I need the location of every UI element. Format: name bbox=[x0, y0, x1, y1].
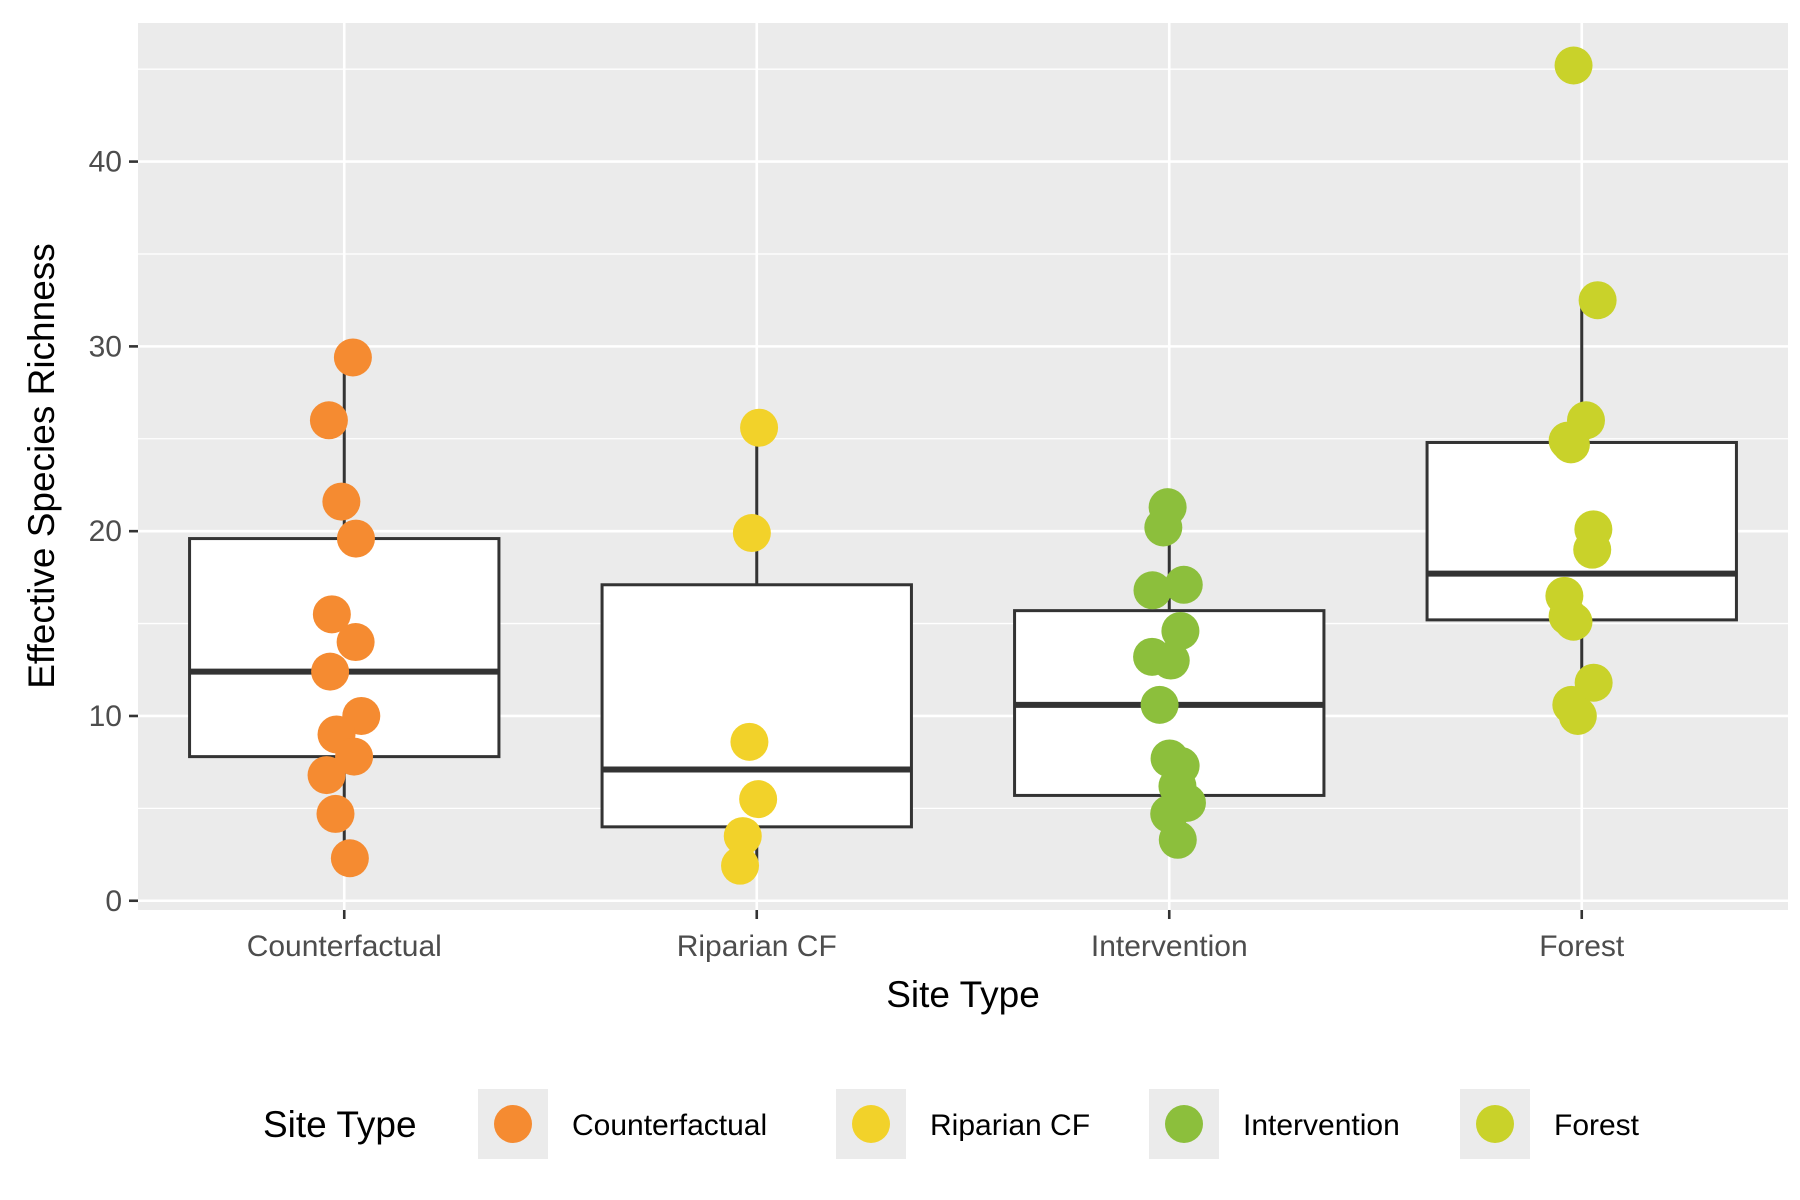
legend-item-counterfactual: Counterfactual bbox=[478, 1089, 767, 1159]
data-point-counterfactual bbox=[309, 401, 348, 440]
data-point-counterfactual bbox=[316, 794, 355, 833]
x-tick-label-intervention: Intervention bbox=[1091, 930, 1248, 963]
data-point-intervention bbox=[1158, 820, 1197, 859]
data-point-forest bbox=[1554, 602, 1593, 641]
y-tick-label: 30 bbox=[89, 330, 122, 363]
data-points bbox=[307, 46, 1617, 885]
legend-label: Intervention bbox=[1243, 1109, 1400, 1142]
y-tick-label: 10 bbox=[89, 700, 122, 733]
legend-key-marker bbox=[1165, 1105, 1203, 1143]
legend-key-marker bbox=[852, 1105, 890, 1143]
data-point-counterfactual bbox=[333, 338, 372, 377]
data-point-riparian-cf bbox=[732, 514, 771, 553]
data-point-riparian-cf bbox=[721, 846, 760, 885]
legend-title: Site Type bbox=[263, 1104, 417, 1145]
data-point-counterfactual bbox=[312, 595, 351, 634]
data-point-forest bbox=[1573, 530, 1612, 569]
data-point-counterfactual bbox=[330, 839, 369, 878]
y-tick-label: 40 bbox=[89, 146, 122, 179]
y-tick-label: 0 bbox=[105, 885, 122, 918]
data-point-counterfactual bbox=[322, 482, 361, 521]
data-point-riparian-cf bbox=[730, 722, 769, 761]
axes: 0 10 20 30 40 Counterfactual Riparian CF Interv… bbox=[89, 146, 1625, 963]
data-point-riparian-cf bbox=[739, 780, 778, 819]
legend-key-marker bbox=[494, 1105, 532, 1143]
legend-item-intervention: Intervention bbox=[1149, 1089, 1400, 1159]
data-point-intervention bbox=[1164, 565, 1203, 604]
x-tick-label-forest: Forest bbox=[1539, 930, 1625, 963]
data-point-intervention bbox=[1133, 571, 1172, 610]
data-point-counterfactual bbox=[336, 623, 375, 662]
data-point-forest bbox=[1558, 696, 1597, 735]
data-point-intervention bbox=[1140, 685, 1179, 724]
data-point-intervention bbox=[1161, 611, 1200, 650]
data-point-forest bbox=[1554, 46, 1593, 85]
data-point-riparian-cf bbox=[723, 817, 762, 856]
legend-label: Riparian CF bbox=[930, 1109, 1090, 1142]
data-point-counterfactual bbox=[336, 519, 375, 558]
data-point-riparian-cf bbox=[740, 408, 779, 447]
legend-key-marker bbox=[1476, 1105, 1514, 1143]
legend: Site Type Counterfactual Riparian CF Inter… bbox=[263, 1089, 1640, 1159]
y-tick-label: 20 bbox=[89, 515, 122, 548]
legend-label: Counterfactual bbox=[572, 1109, 767, 1142]
data-point-counterfactual bbox=[335, 737, 374, 776]
data-point-counterfactual bbox=[307, 756, 346, 795]
data-point-intervention bbox=[1151, 641, 1190, 680]
legend-label: Forest bbox=[1554, 1109, 1640, 1142]
data-point-counterfactual bbox=[311, 652, 350, 691]
data-point-intervention bbox=[1144, 508, 1183, 547]
x-tick-label-riparian-cf: Riparian CF bbox=[677, 930, 837, 963]
x-axis-title: Site Type bbox=[886, 974, 1040, 1015]
x-tick-label-counterfactual: Counterfactual bbox=[247, 930, 442, 963]
legend-item-riparian-cf: Riparian CF bbox=[836, 1089, 1090, 1159]
data-point-forest bbox=[1551, 425, 1590, 464]
y-axis-title: Effective Species Richness bbox=[21, 243, 62, 689]
data-point-forest bbox=[1578, 281, 1617, 320]
legend-item-forest: Forest bbox=[1460, 1089, 1640, 1159]
